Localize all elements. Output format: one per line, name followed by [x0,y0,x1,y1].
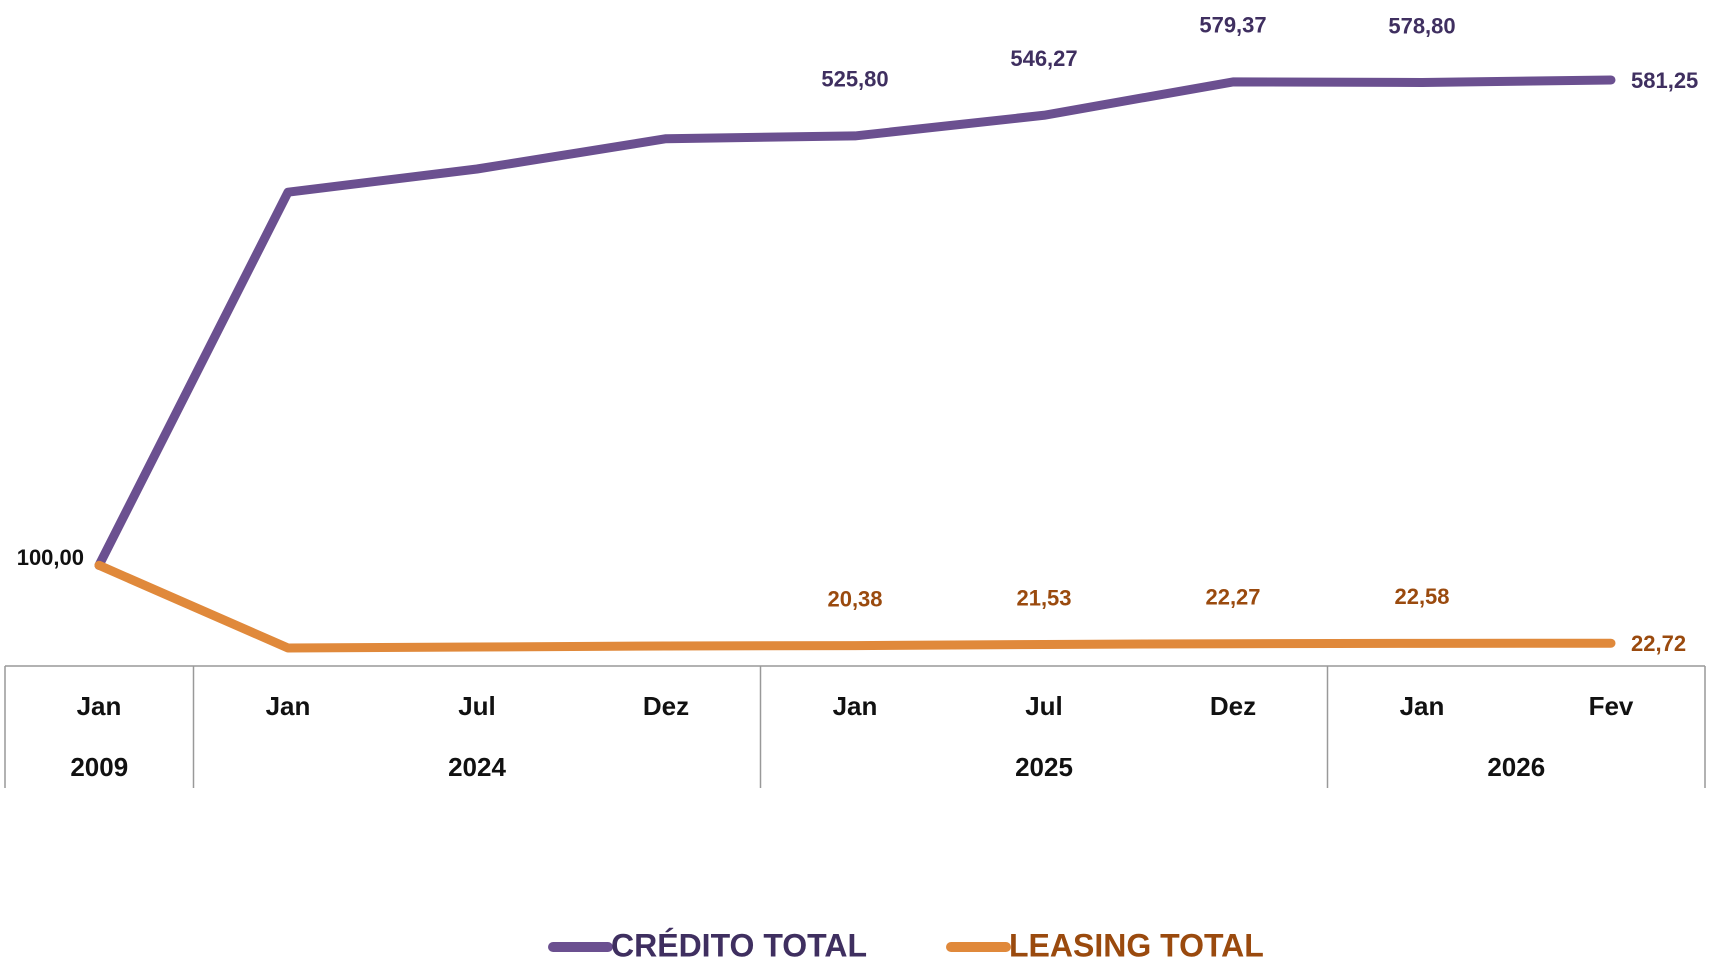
legend-label: CRÉDITO TOTAL [611,927,867,963]
x-tick-label: Jul [458,691,496,721]
data-label: 578,80 [1388,13,1455,38]
x-tick-label: Fev [1589,691,1634,721]
series-line [94,75,1616,570]
x-group-label: 2025 [1015,752,1073,782]
x-group-label: 2009 [70,752,128,782]
data-label: 525,80 [821,67,888,92]
data-label: 100,00 [17,545,84,570]
data-label: 546,27 [1010,46,1077,71]
x-tick-label: Dez [643,691,689,721]
x-tick-label: Dez [1210,691,1256,721]
x-tick-label: Jan [833,691,878,721]
x-group-label: 2026 [1487,752,1545,782]
x-tick-label: Jul [1025,691,1063,721]
data-label: 579,37 [1199,13,1266,38]
x-tick-label: Jan [266,691,311,721]
data-label: 22,72 [1631,631,1686,656]
data-label: 581,25 [1631,68,1698,93]
data-label: 22,58 [1394,584,1449,609]
data-label: 20,38 [827,586,882,611]
legend-label: LEASING TOTAL [1009,927,1264,963]
data-label: 21,53 [1016,585,1071,610]
x-tick-label: Jan [1400,691,1445,721]
x-group-label: 2024 [448,752,506,782]
x-tick-label: Jan [77,691,122,721]
series-line [94,560,1616,653]
data-label: 22,27 [1205,585,1260,610]
